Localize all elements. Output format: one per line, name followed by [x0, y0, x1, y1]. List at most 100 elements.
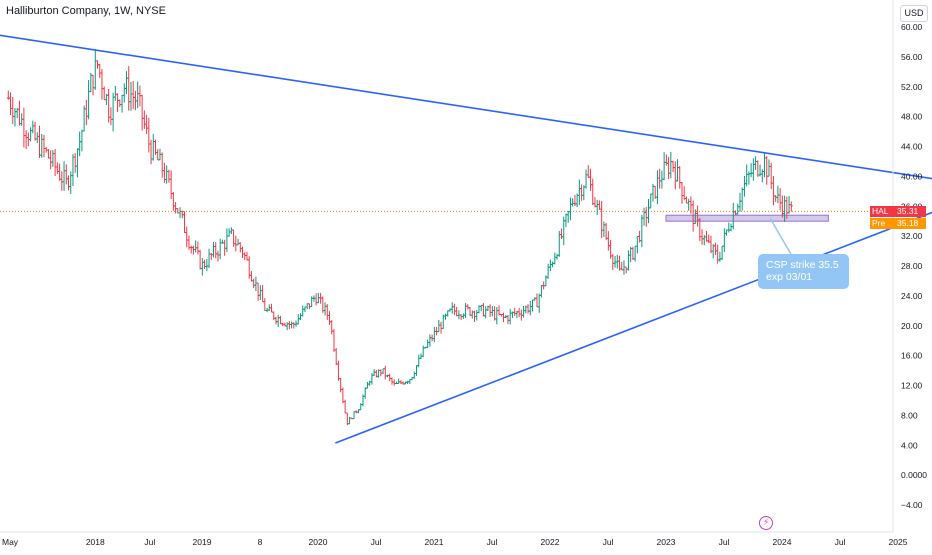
price-bar	[595, 199, 599, 216]
price-bar	[716, 244, 720, 264]
price-tick-label: 60.00	[901, 22, 923, 32]
price-bar	[203, 259, 207, 269]
price-bar	[763, 152, 767, 178]
price-bar	[84, 99, 88, 126]
price-bar	[568, 197, 572, 221]
price-bar	[727, 222, 731, 233]
price-bar	[428, 334, 432, 347]
price-bar	[604, 222, 608, 241]
price-bar	[736, 203, 740, 215]
price-bar	[528, 300, 532, 316]
price-tick-label: 48.00	[901, 112, 923, 122]
price-bar	[678, 166, 682, 189]
callout-annotation[interactable]: CSP strike 35.5 exp 03/01	[758, 254, 849, 289]
price-bar	[116, 93, 120, 113]
price-bar	[531, 299, 535, 312]
price-bar	[738, 192, 742, 212]
price-bar	[46, 149, 50, 159]
price-bar	[539, 285, 543, 298]
currency-button[interactable]: USD	[900, 5, 928, 22]
price-tick-label: 44.00	[901, 142, 923, 152]
price-bar	[388, 373, 392, 382]
price-bar	[475, 310, 479, 321]
price-bar	[64, 164, 68, 185]
price-bar	[671, 160, 675, 173]
price-bar	[640, 214, 644, 247]
price-bar	[506, 314, 510, 324]
price-bar	[664, 154, 668, 166]
price-bar	[341, 387, 345, 404]
price-bar	[450, 302, 454, 314]
price-bar	[589, 168, 593, 191]
price-bar	[136, 81, 140, 109]
price-bar	[430, 334, 434, 342]
price-bar	[299, 313, 303, 320]
lower-trendline[interactable]	[335, 190, 932, 444]
time-tick-label: Jul	[835, 537, 846, 547]
price-bar	[417, 354, 421, 368]
price-bar	[149, 139, 153, 165]
price-bar	[38, 125, 42, 158]
price-bar	[655, 170, 659, 205]
price-bar	[754, 156, 758, 170]
price-tag-pre: Pre 35.18	[870, 218, 926, 229]
price-bar	[261, 285, 265, 303]
price-tick-label: 24.00	[901, 291, 923, 301]
price-bar	[680, 181, 684, 204]
price-bar	[292, 322, 296, 329]
price-bar	[67, 175, 71, 191]
upper-trendline[interactable]	[0, 31, 932, 188]
price-bar	[328, 311, 332, 325]
time-tick-label: 2019	[193, 537, 212, 547]
price-bar	[700, 229, 704, 245]
price-bar	[517, 307, 521, 318]
price-bar	[441, 314, 445, 329]
price-bar	[452, 303, 456, 316]
price-tag-hal-value: 35.31	[897, 206, 919, 216]
price-bar	[109, 107, 113, 126]
price-tick-label: 8.00	[901, 410, 918, 420]
price-bar	[774, 195, 778, 202]
time-tick-label: 2025	[889, 537, 908, 547]
lightning-icon[interactable]: ⚡	[759, 516, 773, 530]
strike-zone-rect[interactable]	[665, 214, 829, 222]
price-bar	[642, 207, 646, 226]
price-bar	[82, 105, 86, 132]
price-bar	[151, 134, 155, 161]
price-bar	[13, 108, 17, 127]
price-bar	[676, 159, 680, 182]
price-bar	[566, 211, 570, 223]
price-bar	[171, 191, 175, 211]
price-tick-label: 28.00	[901, 261, 923, 271]
price-bar	[185, 226, 189, 248]
price-tick-label: 4.00	[901, 440, 918, 450]
price-bar	[258, 285, 262, 301]
price-bar	[551, 261, 555, 268]
price-bar	[55, 162, 59, 175]
price-tick-label: 12.00	[901, 381, 923, 391]
price-bar	[98, 63, 102, 78]
price-bar	[214, 242, 218, 259]
price-bar	[263, 298, 267, 312]
price-bar	[771, 176, 775, 206]
price-bar	[769, 162, 773, 190]
price-bar	[749, 163, 753, 178]
price-bar	[647, 198, 651, 224]
price-bar	[546, 263, 550, 279]
price-bar	[207, 248, 211, 269]
price-tick-label: 40.00	[901, 171, 923, 181]
price-bar	[687, 198, 691, 211]
price-bar	[200, 258, 204, 276]
price-bar	[51, 150, 55, 167]
price-bar	[145, 114, 149, 135]
price-bar	[573, 194, 577, 207]
price-bar	[9, 92, 13, 116]
price-bar	[767, 159, 771, 177]
price-bar	[80, 129, 84, 152]
price-bar	[53, 148, 57, 177]
price-bar	[305, 303, 309, 310]
price-bar	[78, 131, 82, 157]
price-bar	[555, 253, 559, 260]
